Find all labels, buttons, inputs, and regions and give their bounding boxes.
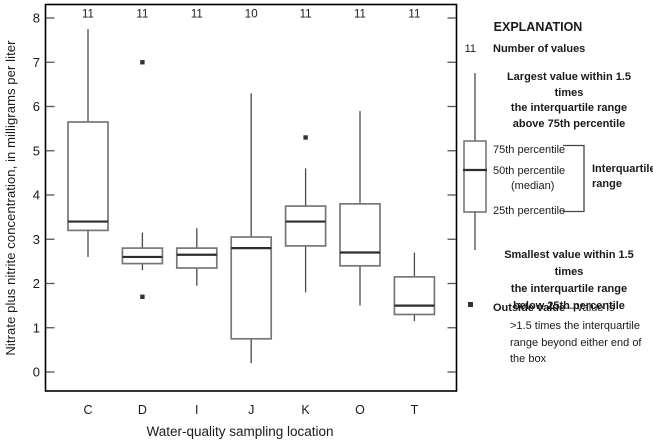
iqr-box xyxy=(67,121,109,232)
iqr-box xyxy=(175,247,218,269)
boxplot-chart: 0 1 2 3 4 5 6 7 8 11 C 11 D 11 I 10 J 11 K 11 O 11 T Water-qual… xyxy=(33,3,458,439)
legend-upper-whisker-text: Largest value within 1.5 times the inter… xyxy=(492,70,646,132)
legend-lower-line1: Smallest value within 1.5 times xyxy=(504,249,634,278)
y-axis-title: Nitrate plus nitrite concentration, in m… xyxy=(3,40,18,356)
iqr-box xyxy=(284,205,327,247)
legend-75th-label: 75th percentile xyxy=(493,144,566,156)
x-tick-label: K xyxy=(301,403,310,417)
outlier-point xyxy=(140,294,145,299)
box-K xyxy=(284,135,327,293)
legend-upper-line3: above 75th percentile xyxy=(512,117,626,130)
x-axis-title: Water-quality sampling location xyxy=(146,424,333,439)
y-tick-label: 3 xyxy=(33,232,40,247)
legend-outside-line2: range beyond either end of xyxy=(510,336,642,349)
legend-upper-line1: Largest value within 1.5 times xyxy=(506,71,632,99)
y-tick-label: 7 xyxy=(33,55,40,70)
plot-frame xyxy=(44,3,458,392)
box-T xyxy=(393,252,436,322)
legend-box xyxy=(463,140,487,213)
box-J xyxy=(230,93,273,364)
legend-lower-whisker-text: Smallest value within 1.5 times the inte… xyxy=(489,247,649,315)
count-label: 11 xyxy=(136,9,148,21)
legend-median-label: (median) xyxy=(511,180,555,192)
y-tick-label: 5 xyxy=(33,143,40,158)
legend-outside-value-label: Outside value—Value is xyxy=(493,301,614,317)
count-label: 11 xyxy=(82,9,94,21)
iqr-box xyxy=(393,276,436,316)
legend-lower-line2: the interquartile range xyxy=(510,283,628,295)
x-tick-label: T xyxy=(411,403,419,417)
legend-iqr-label: Interquartile range xyxy=(592,162,653,192)
iqr-box xyxy=(230,236,273,340)
legend-outside-line3: the box xyxy=(510,353,547,365)
count-label: 11 xyxy=(354,9,366,21)
box-D xyxy=(121,60,164,299)
iqr-bracket xyxy=(563,144,585,213)
count-label: 11 xyxy=(300,9,312,21)
outlier-point xyxy=(140,60,145,65)
legend-count-label: Number of values xyxy=(493,43,586,55)
count-label: 10 xyxy=(245,9,258,21)
box-O xyxy=(339,110,381,306)
legend-outside-rest: —Value is xyxy=(565,302,615,314)
legend-iqr-line1: Interquartile xyxy=(592,163,653,175)
y-tick-label: 8 xyxy=(33,11,40,26)
x-tick-label: I xyxy=(195,403,198,417)
x-tick-label: J xyxy=(248,403,254,417)
y-tick-label: 1 xyxy=(33,320,40,335)
legend-outside-bold: Outside value xyxy=(493,302,566,314)
y-tick-label: 4 xyxy=(33,188,40,203)
y-tick-label: 6 xyxy=(33,99,40,114)
legend-50th-label: 50th percentile xyxy=(493,165,566,177)
x-tick-label: D xyxy=(138,403,147,417)
box-I xyxy=(175,228,218,286)
y-tick-label: 2 xyxy=(33,276,40,291)
y-tick-label: 0 xyxy=(33,365,40,380)
iqr-box xyxy=(339,203,381,267)
legend-upper-line2: the interquartile range xyxy=(510,102,628,114)
legend-title: EXPLANATION xyxy=(493,20,583,34)
legend-iqr-line2: range xyxy=(592,178,622,190)
count-label: 11 xyxy=(191,9,203,21)
x-tick-label: O xyxy=(355,403,365,417)
legend-outside-value-text: >1.5 times the interquartile range beyon… xyxy=(510,318,642,368)
legend-outlier-icon xyxy=(468,302,473,307)
legend-lower-line3: below 25th percentile xyxy=(513,300,625,312)
count-label: 11 xyxy=(408,9,420,21)
box-C xyxy=(67,29,109,257)
legend-glyph xyxy=(463,73,585,250)
legend-25th-label: 25th percentile xyxy=(493,205,566,217)
x-tick-label: C xyxy=(83,403,92,417)
outlier-point xyxy=(303,135,308,140)
legend-outside-line1: >1.5 times the interquartile xyxy=(510,320,640,332)
legend-count-symbol: 11 xyxy=(464,43,476,55)
iqr-box xyxy=(121,247,164,265)
